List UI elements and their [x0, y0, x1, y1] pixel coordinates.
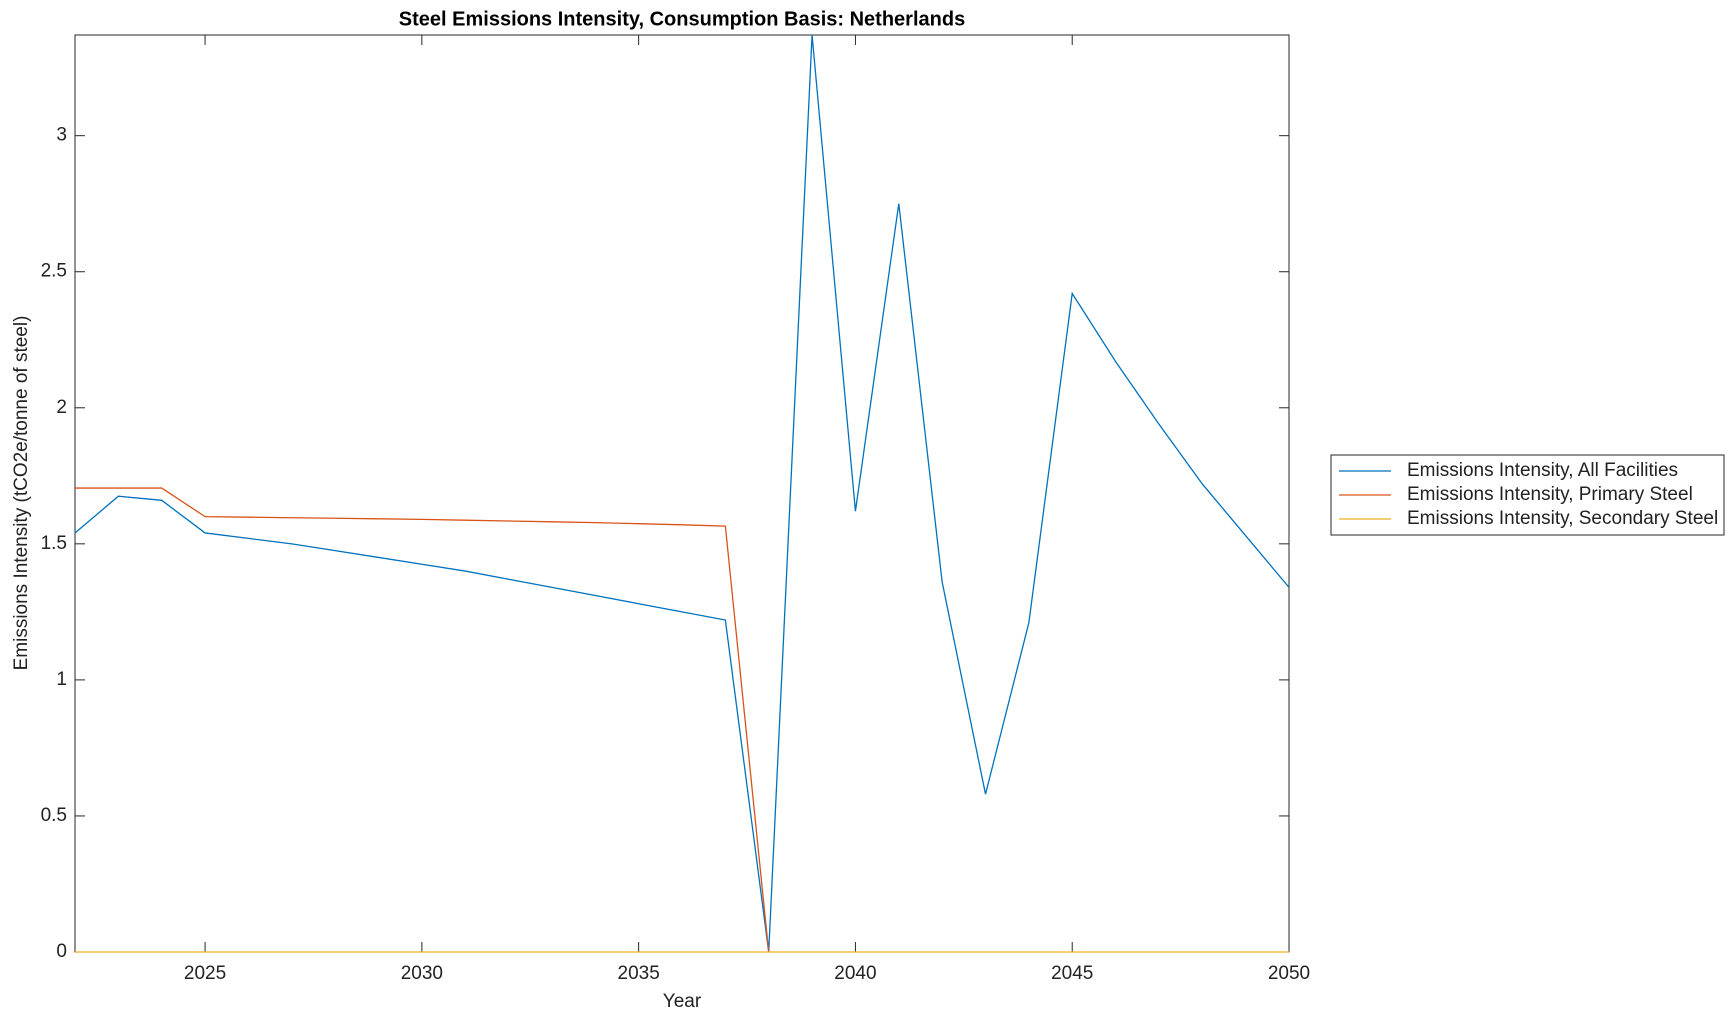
x-tick-label: 2030	[401, 963, 443, 984]
legend-label: Emissions Intensity, Secondary Steel	[1407, 508, 1718, 529]
y-tick-label: 2	[56, 397, 67, 418]
y-tick-label: 3	[56, 125, 67, 146]
x-tick-label: 2025	[184, 963, 226, 984]
legend-box	[1330, 454, 1725, 536]
y-tick-label: 0.5	[41, 805, 67, 826]
x-tick-label: 2040	[834, 963, 876, 984]
legend-label: Emissions Intensity, All Facilities	[1407, 460, 1678, 481]
x-tick-label: 2045	[1051, 963, 1093, 984]
series-line	[75, 487, 770, 953]
series-line	[74, 34, 1290, 953]
x-tick-label: 2035	[618, 963, 660, 984]
y-tick-label: 1.5	[41, 533, 67, 554]
y-tick-label: 1	[56, 669, 67, 690]
legend-label: Emissions Intensity, Primary Steel	[1407, 484, 1693, 505]
x-tick-label: 2050	[1268, 963, 1310, 984]
chart-title: Steel Emissions Intensity, Consumption B…	[399, 8, 965, 30]
plot-area	[74, 34, 1290, 953]
x-axis-label: Year	[663, 991, 702, 1012]
y-axis-label: Emissions Intensity (tCO2e/tonne of stee…	[11, 316, 32, 671]
y-tick-label: 0	[56, 941, 67, 962]
y-tick-label: 2.5	[41, 261, 67, 282]
